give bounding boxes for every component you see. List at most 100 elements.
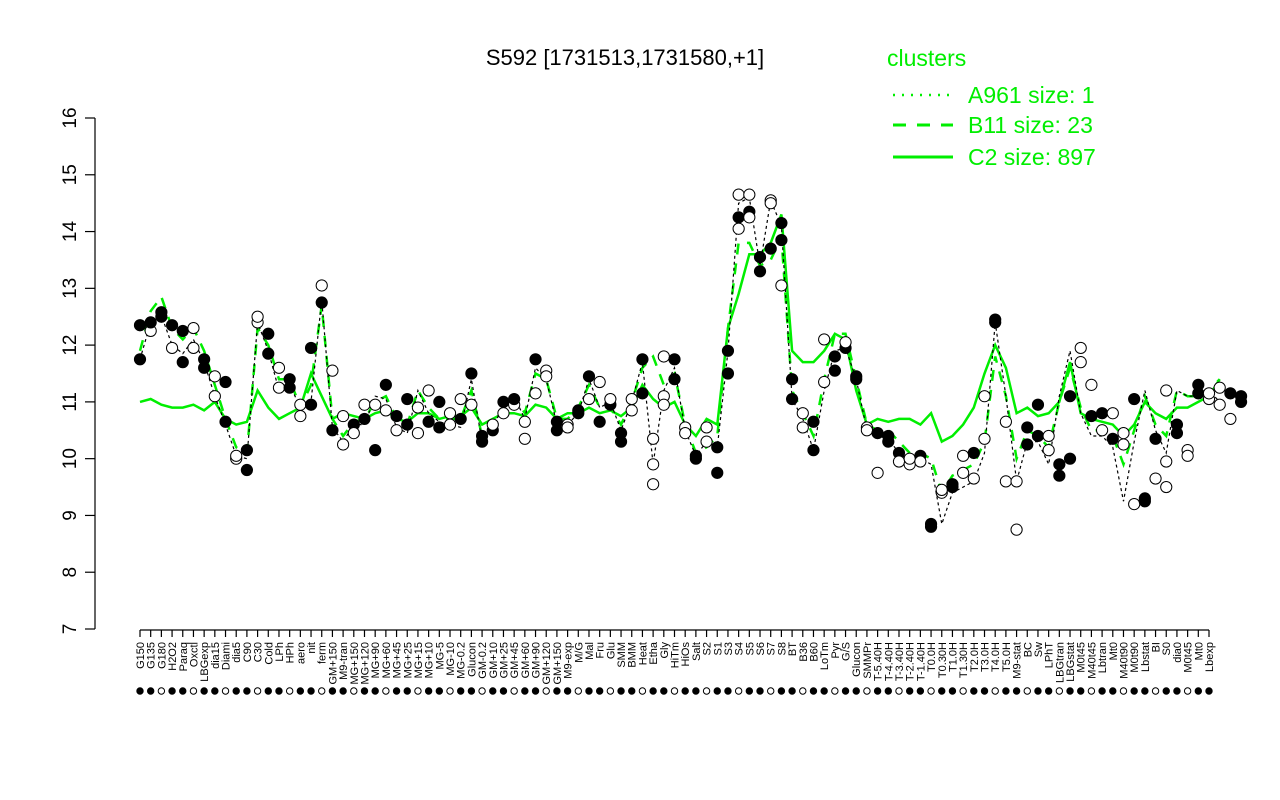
x-tick-label: Paraq bbox=[178, 642, 190, 671]
data-point bbox=[679, 427, 692, 440]
chart-title: S592 [1731513,1731580,+1] bbox=[486, 45, 764, 70]
data-point bbox=[251, 310, 264, 323]
data-point bbox=[1063, 390, 1077, 403]
x-marker bbox=[692, 687, 700, 695]
data-point bbox=[219, 375, 232, 389]
y-tick-label: 13 bbox=[60, 278, 81, 299]
data-point bbox=[1202, 387, 1216, 400]
x-tick-label: MG+90 bbox=[370, 642, 382, 678]
data-point bbox=[401, 392, 414, 406]
x-marker bbox=[1109, 687, 1117, 695]
x-marker bbox=[307, 687, 315, 695]
data-point bbox=[1234, 390, 1248, 403]
x-tick-label: Pyr bbox=[830, 642, 842, 659]
x-tick-label: LPhT bbox=[1044, 642, 1056, 669]
x-tick-label: GM+120 bbox=[541, 642, 553, 685]
x-tick-label: T1.0H bbox=[947, 642, 959, 672]
x-marker bbox=[296, 687, 305, 695]
x-tick-label: T0.30H bbox=[937, 642, 949, 678]
y-tick-label: 7 bbox=[60, 624, 81, 635]
x-marker bbox=[713, 687, 721, 695]
data-point bbox=[326, 424, 339, 437]
data-point bbox=[850, 373, 863, 386]
data-point bbox=[133, 353, 147, 366]
x-tick-label: MG+25 bbox=[402, 642, 414, 678]
data-point bbox=[721, 367, 735, 380]
data-point bbox=[497, 395, 510, 408]
legend-label-a961: A961 size: 1 bbox=[968, 82, 1095, 108]
data-point bbox=[1149, 432, 1162, 445]
data-point bbox=[903, 452, 916, 465]
data-point bbox=[839, 336, 852, 349]
x-tick-label: T2.0H bbox=[969, 642, 981, 672]
data-point bbox=[604, 392, 617, 406]
data-point bbox=[422, 415, 435, 428]
x-marker bbox=[1141, 687, 1149, 695]
x-tick-label: GM+10 bbox=[488, 642, 500, 678]
x-marker bbox=[1205, 687, 1213, 695]
data-point bbox=[443, 407, 457, 420]
data-point bbox=[187, 321, 200, 335]
data-point bbox=[689, 449, 702, 462]
x-tick-label: MG-5 bbox=[434, 642, 446, 670]
data-point bbox=[1031, 398, 1045, 411]
x-marker bbox=[1162, 687, 1170, 695]
x-marker bbox=[446, 687, 454, 695]
data-point bbox=[1085, 378, 1098, 391]
x-marker bbox=[414, 687, 422, 695]
series-line-dotted bbox=[139, 196, 1221, 525]
series-line-dashed bbox=[138, 232, 1221, 496]
data-point bbox=[165, 319, 179, 332]
x-tick-label: HiTm bbox=[670, 642, 682, 668]
x-tick-label: T5.0H bbox=[1001, 642, 1013, 672]
x-tick-label: Diami bbox=[221, 642, 233, 670]
data-point bbox=[176, 324, 189, 338]
x-tick-label: GM-0.2 bbox=[477, 642, 489, 679]
data-point bbox=[411, 427, 425, 440]
x-marker bbox=[1034, 687, 1042, 695]
data-point bbox=[508, 392, 521, 406]
data-point bbox=[133, 319, 147, 332]
x-tick-label: T-4.40H bbox=[883, 642, 895, 681]
x-tick-label: GM+45 bbox=[509, 642, 521, 678]
data-point bbox=[625, 404, 638, 417]
x-tick-label: LBGexp bbox=[199, 642, 211, 682]
data-point bbox=[1160, 480, 1173, 494]
data-point bbox=[240, 444, 253, 457]
x-tick-label: Mal bbox=[584, 642, 596, 660]
data-point bbox=[967, 446, 980, 460]
x-marker bbox=[285, 687, 294, 695]
data-point bbox=[999, 475, 1012, 488]
x-tick-label: Lbstat bbox=[1140, 642, 1152, 672]
y-tick-label: 11 bbox=[60, 392, 81, 412]
y-tick-label: 12 bbox=[60, 335, 81, 356]
data-point bbox=[1170, 418, 1184, 431]
x-marker bbox=[799, 687, 807, 695]
data-point bbox=[775, 279, 788, 292]
x-marker bbox=[211, 687, 219, 695]
x-tick-label: HiOs bbox=[680, 642, 692, 667]
x-tick-label: GM+25 bbox=[498, 642, 510, 678]
data-point bbox=[1138, 495, 1151, 508]
x-tick-label: MG-10 bbox=[445, 642, 457, 676]
x-tick-label: dia15 bbox=[210, 642, 222, 669]
x-marker bbox=[595, 687, 604, 695]
y-tick-label: 10 bbox=[60, 448, 81, 469]
data-point bbox=[497, 407, 510, 420]
x-tick-label: BT bbox=[787, 642, 799, 656]
data-point bbox=[647, 432, 660, 445]
data-point bbox=[1010, 475, 1023, 488]
x-marker bbox=[863, 687, 871, 695]
x-marker bbox=[318, 687, 326, 695]
data-point bbox=[775, 216, 788, 230]
data-point bbox=[711, 466, 724, 479]
x-tick-label: aero bbox=[295, 642, 307, 664]
x-tick-label: Lbtran bbox=[1097, 642, 1109, 673]
data-point bbox=[743, 188, 756, 201]
x-marker bbox=[253, 687, 262, 695]
data-point bbox=[379, 404, 392, 417]
legend-label-c2: C2 size: 897 bbox=[968, 144, 1096, 170]
x-tick-label: Etha bbox=[648, 641, 660, 665]
y-tick-label: 15 bbox=[60, 164, 81, 185]
data-point bbox=[721, 344, 735, 357]
